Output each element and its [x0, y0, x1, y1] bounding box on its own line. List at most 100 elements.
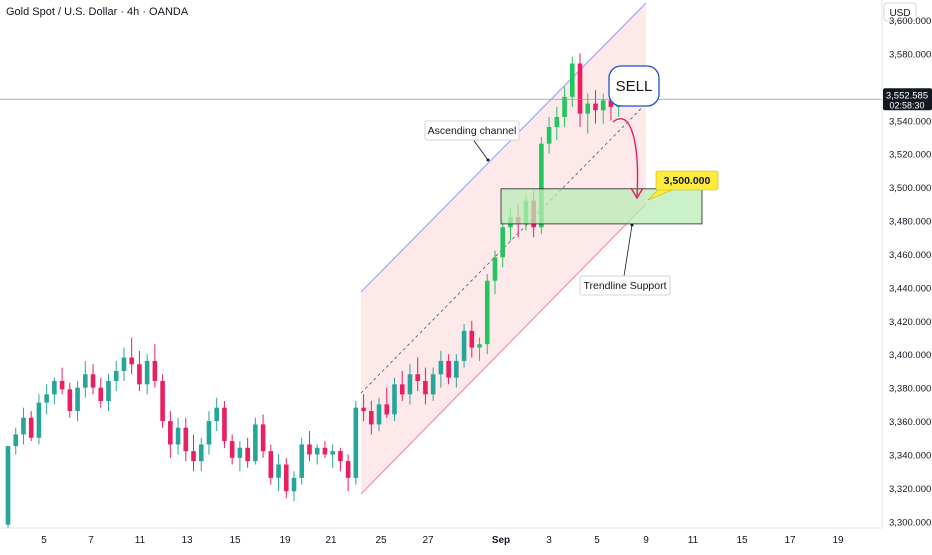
candle-body	[376, 404, 382, 425]
candle-body	[168, 421, 173, 445]
candle-body	[5, 446, 11, 525]
candle-body	[608, 100, 614, 107]
channel-mid-line	[360, 103, 647, 394]
candle-body	[13, 434, 19, 447]
candle-body	[276, 464, 281, 478]
channel-upper-line[interactable]	[360, 2, 647, 293]
channel-label-pointer	[471, 137, 489, 161]
support-label-box[interactable]	[579, 275, 671, 296]
x-tick-label: 15	[736, 535, 748, 546]
candle-body	[314, 447, 320, 455]
candle-body	[214, 407, 220, 422]
candle-body	[392, 384, 397, 415]
y-tick-label: 3,420.000	[889, 317, 931, 328]
x-tick-label: 17	[784, 535, 796, 546]
y-tick-label: 3,380.000	[889, 384, 931, 395]
candle-body	[461, 330, 467, 361]
y-tick-label: 3,540.000	[889, 116, 931, 127]
candle-body	[554, 116, 560, 127]
y-tick-label: 3,400.000	[889, 350, 931, 361]
candle-body	[338, 451, 343, 462]
candle-body	[229, 441, 235, 458]
candle-body	[183, 427, 189, 452]
y-tick-label: 3,320.000	[889, 484, 931, 495]
x-tick-label: 13	[181, 535, 193, 546]
candle-body	[562, 96, 567, 117]
candle-body	[291, 477, 297, 492]
candle-body	[492, 257, 498, 281]
support-label-pointer-dot	[630, 223, 634, 227]
target-label: 3,500.000	[664, 175, 711, 187]
x-tick-label: 27	[422, 535, 434, 546]
candle-body	[44, 394, 49, 403]
support-label: Trendline Support	[583, 280, 666, 292]
candle-body	[369, 411, 374, 425]
candle-body	[423, 380, 428, 395]
candle-body	[237, 447, 243, 458]
candle-body	[415, 374, 420, 381]
candle-body	[438, 360, 444, 375]
candle-body	[361, 407, 366, 412]
candle-body	[106, 380, 111, 402]
x-tick-label: Sep	[492, 535, 510, 546]
candle-body	[353, 407, 359, 478]
candle-body	[160, 380, 165, 422]
y-tick-label: 3,340.000	[889, 450, 931, 461]
target-label-box[interactable]	[655, 170, 719, 191]
candle-body	[98, 387, 104, 402]
x-tick-label: 5	[594, 535, 600, 546]
y-tick-label: 3,600.000	[889, 16, 931, 27]
candle-body	[407, 374, 413, 395]
x-tick-label: 9	[643, 535, 649, 546]
candle-body	[206, 421, 212, 445]
candle-body	[299, 444, 305, 478]
candle-body	[330, 451, 335, 455]
candle-body	[268, 451, 274, 478]
y-tick-label: 3,460.000	[889, 250, 931, 261]
candle-body	[113, 370, 119, 381]
candle-body	[121, 357, 127, 371]
candle-body	[454, 360, 459, 378]
x-tick-label: 11	[688, 535, 699, 546]
current-price-timer: 02:58:30	[889, 100, 924, 110]
current-price-tag[interactable]	[883, 88, 932, 111]
x-tick-label: 15	[229, 535, 241, 546]
y-tick-label: 3,580.000	[889, 49, 931, 60]
candle-body	[283, 464, 289, 492]
candle-body	[307, 444, 312, 455]
current-price-value: 3,552.585	[886, 90, 928, 101]
price-axis[interactable]	[882, 0, 932, 550]
candle-body	[253, 424, 258, 462]
candle-body	[469, 330, 475, 348]
currency-box[interactable]	[883, 2, 917, 22]
candle-body	[245, 447, 250, 462]
channel-lower-line[interactable]	[360, 203, 647, 495]
candle-body	[539, 143, 544, 228]
currency-label: USD	[889, 8, 910, 19]
candle-body	[446, 360, 451, 378]
candle-body	[90, 374, 96, 388]
candle-body	[28, 417, 34, 438]
x-tick-label: 19	[832, 535, 844, 546]
candle-body	[67, 389, 73, 412]
candle-body	[144, 360, 150, 385]
sell-bubble[interactable]	[608, 65, 660, 107]
candle-body	[52, 380, 57, 395]
down-arrow-head	[630, 187, 644, 200]
sell-label: SELL	[616, 78, 653, 95]
candle-body	[36, 402, 42, 438]
x-tick-label: 7	[88, 535, 94, 546]
channel-label-box[interactable]	[424, 120, 520, 141]
candle-body	[137, 364, 142, 385]
channel-label: Ascending channel	[428, 125, 517, 137]
y-tick-label: 3,360.000	[889, 417, 931, 428]
candle-body	[59, 380, 65, 390]
candle-body	[198, 444, 204, 462]
candle-body	[546, 126, 552, 144]
support-zone[interactable]	[500, 188, 703, 225]
candle-body	[21, 417, 26, 435]
annotation-layer: Ascending channel Trendline Support SELL 3,…	[0, 65, 882, 296]
